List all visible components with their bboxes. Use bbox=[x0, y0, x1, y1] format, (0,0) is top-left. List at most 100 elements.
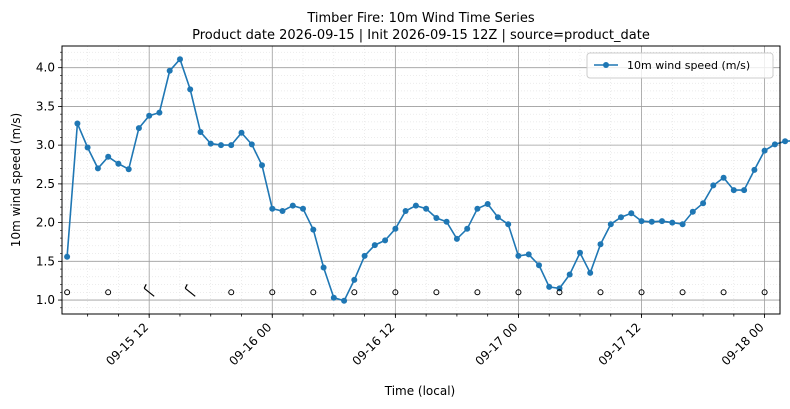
wind-speed-point bbox=[310, 226, 317, 233]
y-tick-label: 1.5 bbox=[36, 254, 55, 268]
wind-speed-point bbox=[597, 241, 604, 248]
legend-box bbox=[586, 52, 774, 79]
wind-speed-point bbox=[177, 56, 183, 63]
wind-speed-point bbox=[156, 109, 163, 116]
wind-speed-point bbox=[371, 242, 378, 249]
y-tick-label: 3.5 bbox=[36, 99, 55, 113]
wind-speed-point bbox=[689, 208, 696, 215]
wind-speed-point bbox=[269, 205, 276, 212]
wind-speed-point bbox=[187, 86, 194, 93]
wind-barb-calm bbox=[638, 289, 645, 296]
legend: 10m wind speed (m/s) bbox=[586, 52, 774, 79]
series-group bbox=[64, 56, 790, 304]
wind-speed-line bbox=[66, 57, 790, 302]
wind-speed-point bbox=[730, 187, 737, 194]
wind-barb-flag bbox=[184, 284, 188, 289]
wind-speed-point bbox=[453, 235, 460, 242]
y-tick-label: 4.0 bbox=[36, 61, 55, 75]
wind-speed-point bbox=[536, 262, 542, 269]
wind-barb-calm bbox=[597, 289, 604, 296]
wind-barb-calm bbox=[228, 289, 235, 296]
wind-speed-point bbox=[115, 160, 122, 167]
y-tick-label: 1.0 bbox=[36, 293, 55, 307]
wind-barb-calm bbox=[720, 289, 727, 296]
wind-speed-point bbox=[618, 214, 624, 221]
wind-barb-shaft bbox=[184, 287, 196, 297]
wind-speed-point bbox=[289, 202, 296, 209]
wind-speed-point bbox=[771, 141, 778, 148]
wind-speed-point bbox=[228, 142, 235, 149]
y-axis-label: 10m wind speed (m/s) bbox=[9, 113, 23, 247]
x-tick-label: 09-18 00 bbox=[719, 320, 767, 368]
wind-speed-point bbox=[351, 276, 358, 283]
wind-speed-point bbox=[330, 294, 337, 301]
wind-barb-calm bbox=[433, 289, 440, 296]
wind-speed-point bbox=[94, 165, 101, 172]
wind-speed-point bbox=[166, 67, 173, 74]
x-tick-label: 09-16 12 bbox=[349, 320, 397, 368]
wind-speed-point bbox=[197, 129, 204, 135]
wind-barb-calm bbox=[351, 289, 358, 296]
wind-speed-point bbox=[679, 221, 686, 228]
wind-barb-calm bbox=[105, 289, 112, 296]
wind-speed-point bbox=[443, 218, 450, 225]
wind-barb-shaft bbox=[143, 287, 155, 297]
wind-speed-point bbox=[238, 129, 245, 136]
wind-speed-point bbox=[259, 162, 265, 169]
wind-speed-point bbox=[577, 249, 583, 256]
y-tick-label: 2.0 bbox=[36, 216, 55, 230]
wind-speed-point bbox=[720, 174, 727, 181]
wind-speed-point bbox=[105, 153, 112, 160]
wind-speed-point bbox=[546, 283, 553, 290]
wind-barb-group bbox=[64, 284, 768, 297]
wind-barb-calm bbox=[515, 289, 522, 296]
wind-speed-point bbox=[628, 210, 635, 217]
wind-speed-point bbox=[412, 202, 419, 209]
wind-barb-calm bbox=[474, 289, 481, 296]
legend-marker-swatch bbox=[603, 62, 609, 68]
wind-speed-point bbox=[607, 221, 614, 228]
wind-speed-point bbox=[218, 142, 224, 149]
wind-speed-point bbox=[382, 237, 389, 244]
wind-barb-calm bbox=[310, 289, 317, 296]
wind-speed-point bbox=[300, 205, 306, 212]
y-tick-label: 3.0 bbox=[36, 138, 55, 152]
wind-speed-point bbox=[207, 140, 214, 147]
wind-speed-point bbox=[669, 219, 676, 226]
plot-frame bbox=[61, 45, 781, 315]
wind-speed-point bbox=[761, 147, 768, 154]
wind-speed-point bbox=[700, 200, 707, 207]
minor-grid bbox=[62, 46, 780, 314]
x-axis-label: Time (local) bbox=[384, 384, 456, 398]
wind-speed-point bbox=[515, 252, 522, 259]
wind-speed-point bbox=[248, 141, 255, 148]
wind-speed-point bbox=[659, 218, 665, 225]
wind-barb-calm bbox=[64, 289, 71, 296]
major-grid bbox=[62, 46, 780, 314]
x-tick-label: 09-17 00 bbox=[473, 320, 521, 368]
wind-speed-point bbox=[587, 269, 594, 276]
wind-speed-point bbox=[341, 297, 348, 304]
x-tick-label: 09-17 12 bbox=[596, 320, 644, 368]
wind-speed-point bbox=[782, 138, 789, 145]
wind-speed-point bbox=[125, 166, 132, 173]
wind-barb-calm bbox=[556, 289, 563, 296]
chart-subtitle: Product date 2026-09-15 | Init 2026-09-1… bbox=[192, 28, 650, 43]
wind-speed-point bbox=[741, 187, 748, 194]
wind-speed-point bbox=[433, 215, 440, 221]
wind-speed-point bbox=[392, 225, 399, 232]
wind-speed-point bbox=[525, 251, 532, 258]
wind-speed-point bbox=[64, 253, 71, 260]
wind-barb-calm bbox=[392, 289, 399, 296]
wind-speed-point bbox=[648, 218, 655, 225]
wind-barb-flag bbox=[143, 284, 147, 289]
legend-label: 10m wind speed (m/s) bbox=[627, 59, 750, 72]
wind-speed-point bbox=[74, 120, 81, 127]
wind-speed-point bbox=[84, 144, 91, 151]
wind-barb-calm bbox=[269, 289, 276, 296]
wind-speed-point bbox=[710, 182, 717, 189]
x-tick-label: 09-16 00 bbox=[226, 320, 274, 368]
wind-barb-calm bbox=[761, 289, 768, 296]
wind-speed-point bbox=[505, 221, 512, 228]
